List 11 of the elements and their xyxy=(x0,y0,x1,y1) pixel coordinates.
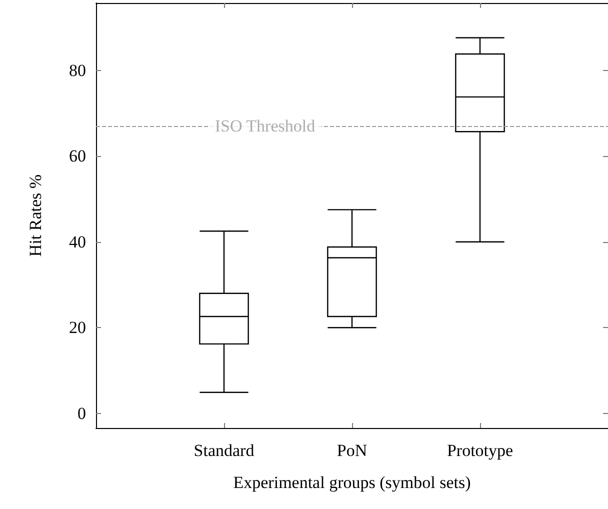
y-tick-label: 20 xyxy=(69,318,86,338)
x-axis-title: Experimental groups (symbol sets) xyxy=(233,473,471,492)
ref-line-label: ISO Threshold xyxy=(214,116,316,136)
y-tick-label: 80 xyxy=(69,60,86,80)
y-tick-label: 60 xyxy=(69,146,86,166)
x-tick-label: Standard xyxy=(194,441,255,460)
x-tick-label: Prototype xyxy=(446,441,514,460)
y-tick-label: 0 xyxy=(78,404,86,423)
y-axis-title: Hit Rates % xyxy=(26,174,45,257)
y-tick-label: 40 xyxy=(69,232,86,252)
x-tick-label: PoN xyxy=(336,441,368,460)
